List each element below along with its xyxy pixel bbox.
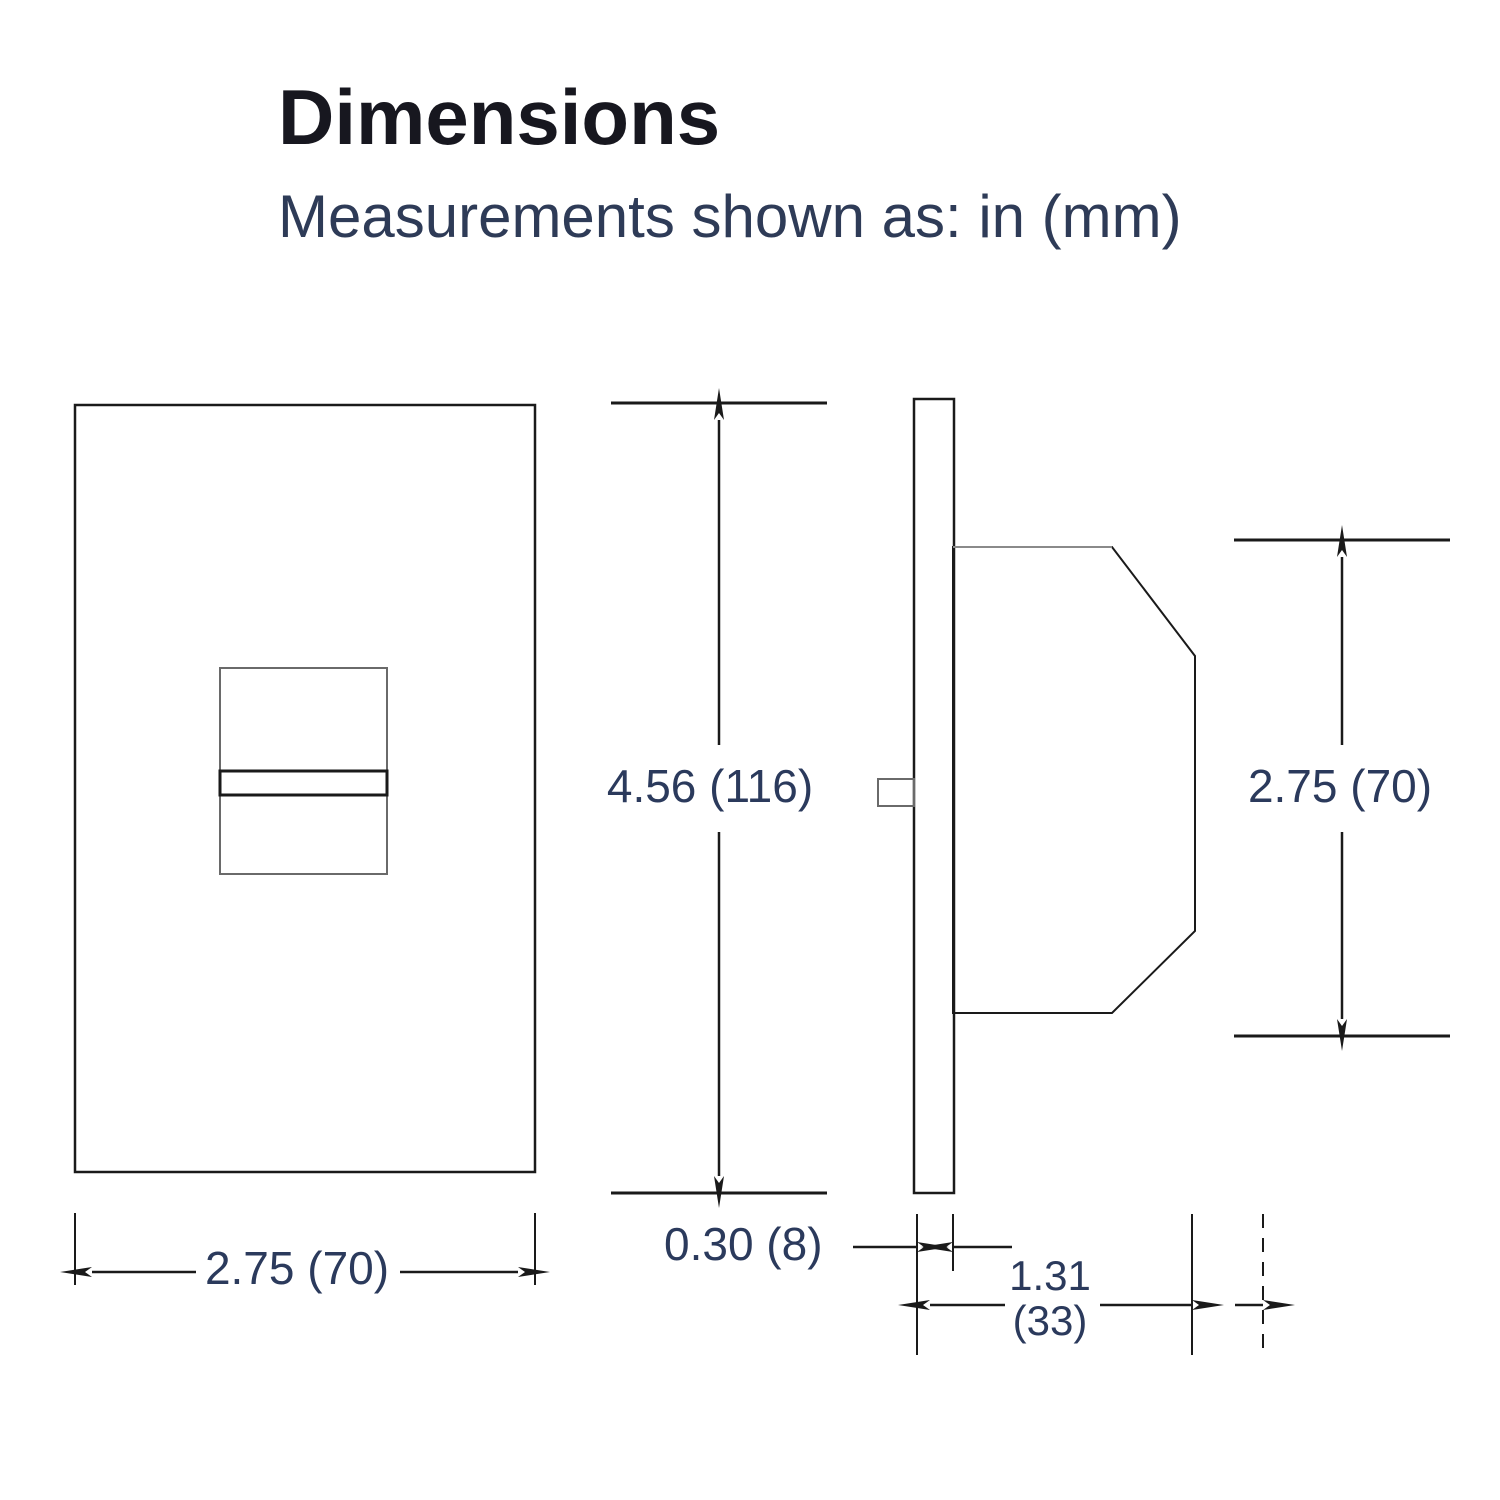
svg-text:1.31: 1.31 (1009, 1252, 1091, 1299)
svg-text:(33): (33) (1013, 1297, 1088, 1344)
svg-text:2.75 (70): 2.75 (70) (1248, 760, 1432, 812)
svg-text:4.56 (116): 4.56 (116) (607, 760, 813, 812)
svg-text:2.75 (70): 2.75 (70) (205, 1242, 389, 1294)
svg-text:0.30 (8): 0.30 (8) (664, 1218, 823, 1270)
